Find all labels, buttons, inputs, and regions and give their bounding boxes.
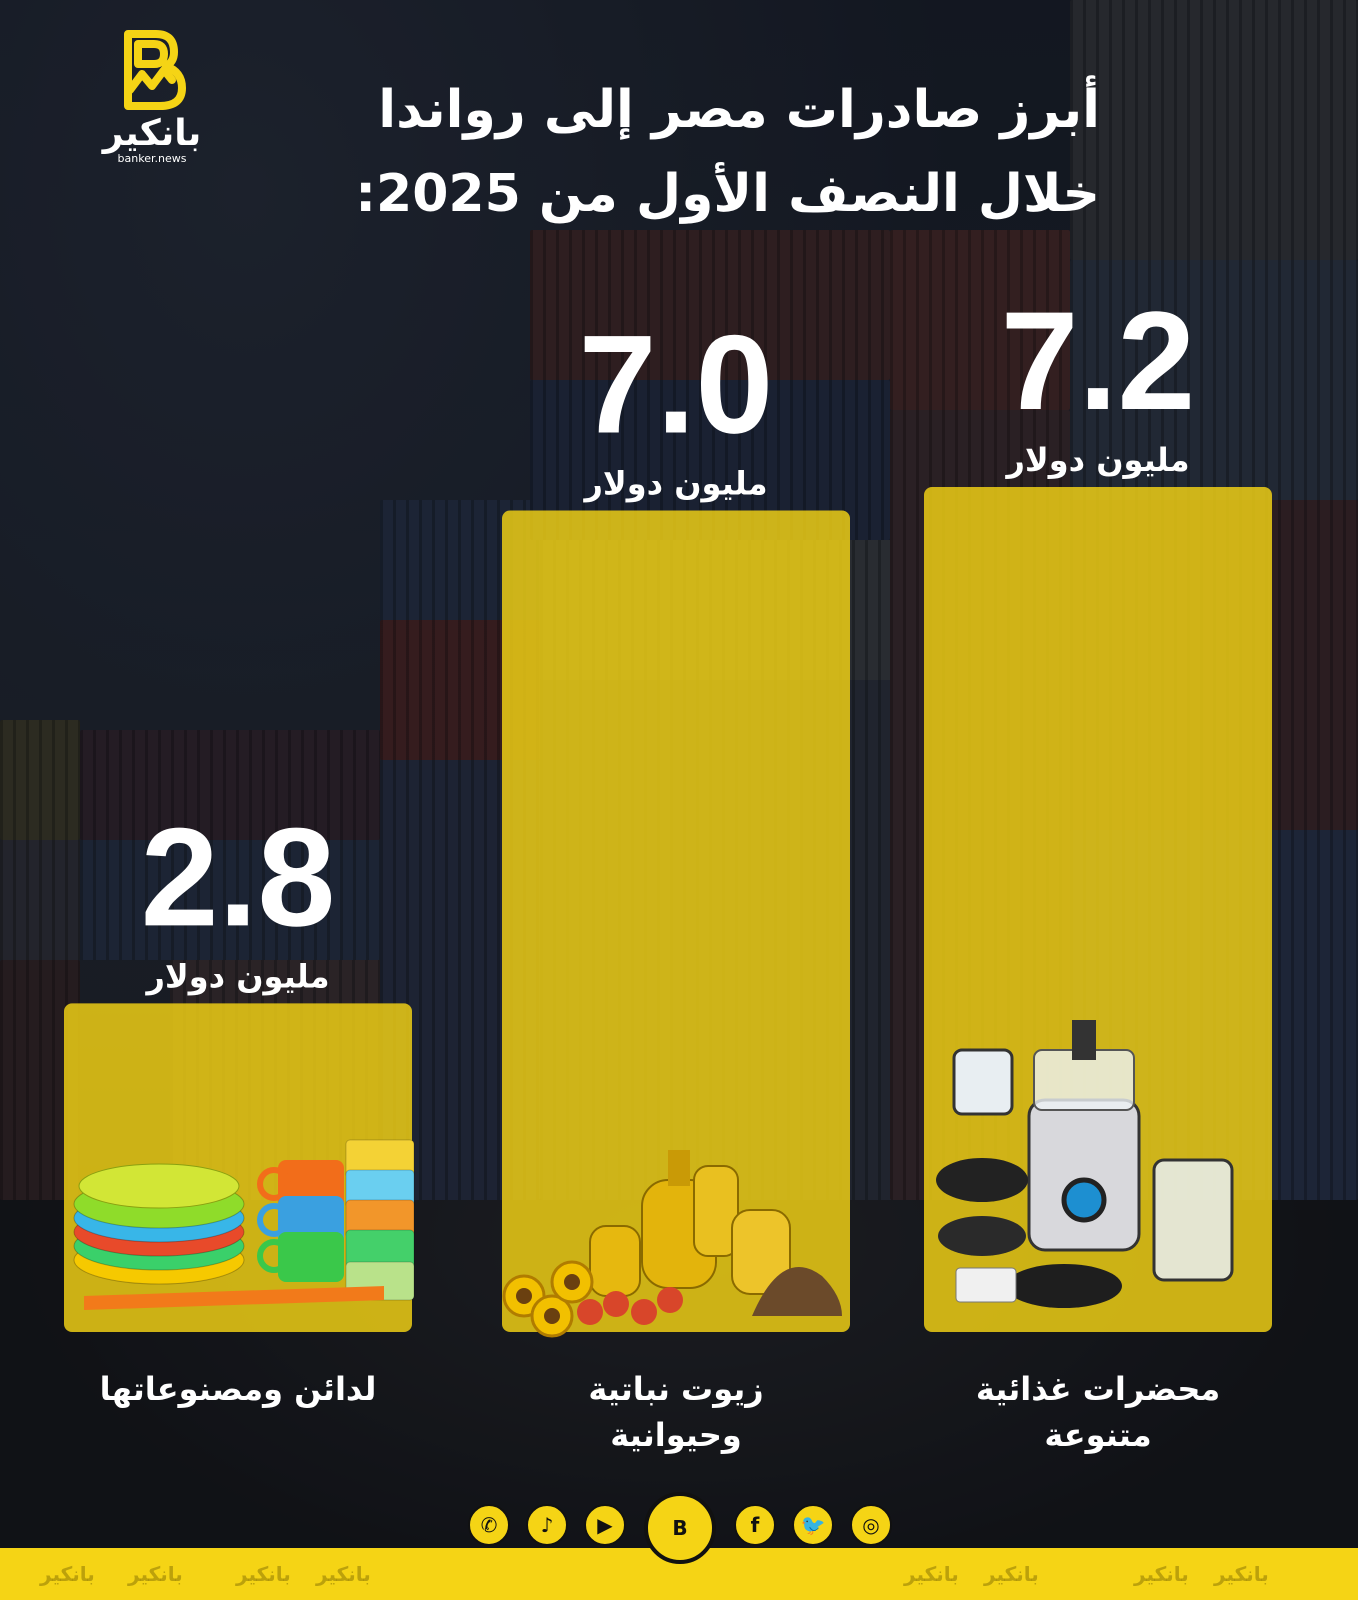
brand-mark-icon	[124, 30, 186, 110]
twitter-icon[interactable]: 🐦	[792, 1504, 834, 1546]
brand-name: بانكير	[102, 113, 202, 154]
category-label: زيوت نباتية	[588, 1370, 763, 1408]
brand-logo-icon[interactable]: B	[644, 1492, 716, 1564]
footer-watermark: بانكير	[1134, 1562, 1189, 1586]
footer-watermark: بانكير	[316, 1562, 371, 1586]
social-links: ✆ ♪ ▶ B f 🐦 ◎	[0, 1492, 1358, 1582]
unit-label: مليون دولار	[582, 464, 767, 502]
unit-label: مليون دولار	[144, 957, 329, 995]
category-label: متنوعة	[1044, 1416, 1151, 1454]
bar	[924, 487, 1272, 1332]
unit-label: مليون دولار	[1004, 441, 1189, 479]
footer-watermark: بانكير	[904, 1562, 959, 1586]
value-label: 2.8	[141, 798, 336, 955]
facebook-icon[interactable]: f	[734, 1504, 776, 1546]
value-label: 7.2	[1001, 282, 1196, 439]
category-label: وحيوانية	[610, 1416, 742, 1454]
tiktok-icon[interactable]: ♪	[526, 1504, 568, 1546]
category-label: محضرات غذائية	[976, 1370, 1220, 1408]
value-label: 7.0	[579, 305, 774, 462]
page-title: أبرز صادرات مصر إلى رواندا خلال النصف ال…	[280, 68, 1100, 236]
title-line-2: خلال النصف الأول من 2025:	[355, 164, 1100, 224]
brand-logo: بانكير banker.news	[82, 28, 222, 165]
footer-watermark: بانكير	[128, 1562, 183, 1586]
footer-watermark: بانكير	[40, 1562, 95, 1586]
plastic-ware-icon	[73, 1139, 415, 1310]
category-label: لدائن ومصنوعاتها	[100, 1370, 377, 1408]
footer-watermark: بانكير	[1214, 1562, 1269, 1586]
oil-bottles-icon	[502, 1150, 842, 1338]
title-line-1: أبرز صادرات مصر إلى رواندا	[378, 80, 1100, 140]
brand-domain: banker.news	[117, 152, 187, 165]
footer-watermark: بانكير	[236, 1562, 291, 1586]
youtube-icon[interactable]: ▶	[584, 1504, 626, 1546]
bar	[502, 510, 850, 1332]
whatsapp-icon[interactable]: ✆	[468, 1504, 510, 1546]
food-processor-icon	[936, 1020, 1234, 1308]
instagram-icon[interactable]: ◎	[850, 1504, 892, 1546]
footer-watermark: بانكير	[984, 1562, 1039, 1586]
